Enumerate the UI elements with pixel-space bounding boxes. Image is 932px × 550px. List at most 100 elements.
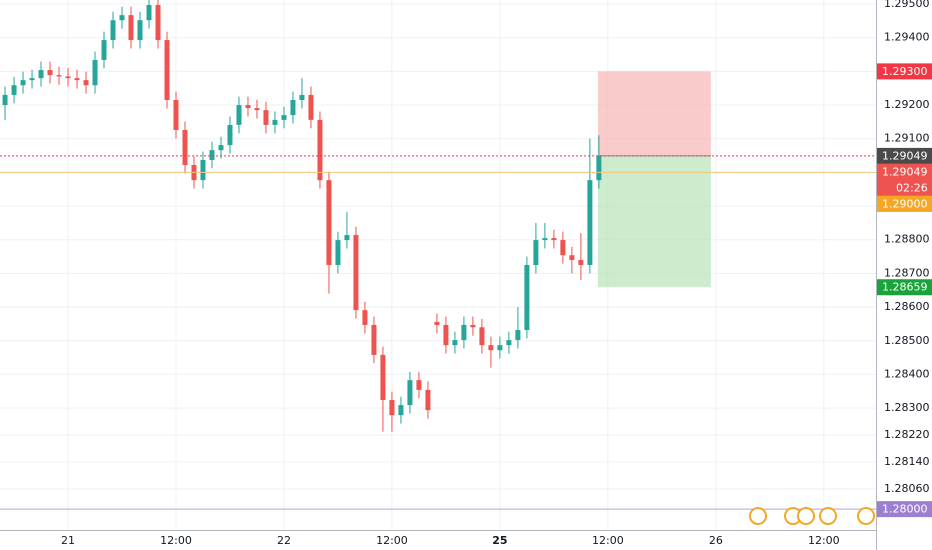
axis-layer: 21 12:00 22 12:00 25 12:00 26 12:00 1.29500 1.294… [61, 0, 932, 547]
x-tick-label: 12:00 [808, 534, 840, 547]
price-tag [877, 63, 932, 80]
plot [0, 0, 876, 510]
candle-body [47, 70, 53, 76]
candle-body [488, 345, 494, 351]
candle-body [443, 324, 449, 346]
candle-body [596, 155, 602, 181]
candle-body [272, 119, 278, 125]
position-loss [597, 155, 711, 288]
price-tag [877, 147, 932, 164]
candle-body [29, 78, 35, 81]
candle-body [380, 354, 386, 401]
candle-body [209, 150, 215, 160]
y-tick-label: 1.29400 [884, 31, 930, 44]
y-tick-label: 1.28300 [884, 401, 930, 414]
candle-body [569, 255, 575, 260]
price-tag-label: 1.29049 [882, 165, 928, 178]
candle-body [11, 85, 17, 95]
x-tick-label: 25 [492, 534, 507, 547]
candle-body [326, 180, 332, 265]
candle-body [236, 105, 242, 125]
candle-body [83, 80, 89, 86]
event-icon[interactable] [857, 507, 875, 525]
price-tag-countdown: 02:26 [896, 181, 928, 194]
candle-body [218, 145, 224, 151]
y-tick-label: 1.29500 [884, 0, 930, 10]
y-tick-label: 1.28140 [884, 455, 930, 468]
candle-body [227, 124, 233, 146]
grid [0, 0, 876, 530]
candle-body [38, 70, 44, 79]
candle-body [182, 129, 188, 165]
candle-body [542, 238, 548, 241]
candle-body [92, 59, 98, 86]
event-icons [749, 507, 875, 525]
candle-body [263, 110, 269, 125]
x-tick-label: 12:00 [160, 534, 192, 547]
candle-body [290, 100, 296, 116]
candle-body [551, 238, 557, 241]
price-tag-label: 1.28000 [882, 503, 928, 516]
candle-body [587, 180, 593, 265]
price-tag-label: 1.29049 [882, 149, 928, 162]
price-tag-label: 1.29000 [882, 197, 928, 210]
candle-body [308, 94, 314, 120]
candle-body [407, 380, 413, 406]
candle-body [146, 5, 152, 21]
x-tick-label: 12:00 [592, 534, 624, 547]
candle-body [110, 20, 116, 41]
candle-body [560, 240, 566, 256]
candle-body [299, 94, 305, 101]
candle-body [524, 265, 530, 330]
candle-body [335, 240, 341, 265]
candle-body [2, 94, 8, 106]
candle-body [20, 80, 26, 86]
y-tick-label: 1.28400 [884, 367, 930, 380]
candle-body [101, 40, 107, 60]
event-icon[interactable] [819, 507, 837, 525]
candle-body [515, 329, 521, 341]
candle-body [353, 235, 359, 311]
y-tick-label: 1.29100 [884, 132, 930, 145]
y-tick-label: 1.28500 [884, 334, 930, 347]
x-tick-label: 21 [61, 534, 75, 547]
candle-body [470, 324, 476, 328]
price-tag [877, 195, 932, 212]
candle-body [128, 15, 134, 41]
candle-body [425, 389, 431, 411]
candle-body [56, 75, 62, 77]
event-icon[interactable] [797, 507, 815, 525]
y-tick-label: 1.28060 [884, 482, 930, 495]
candle-body [254, 108, 260, 111]
position-profit [597, 71, 711, 156]
candle-body [65, 76, 71, 79]
candle-body [452, 340, 458, 346]
price-tag [877, 279, 932, 296]
candle-body [533, 240, 539, 265]
candle-body [281, 115, 287, 120]
candle-body [74, 78, 80, 81]
price-tag [877, 163, 932, 196]
candle-body [398, 405, 404, 416]
price-tag [877, 501, 932, 518]
candle-body [200, 159, 206, 181]
price-tag-label: 1.29300 [882, 65, 928, 78]
candle-body [137, 20, 143, 41]
candle-body [344, 235, 350, 241]
candle-body [389, 400, 395, 416]
candle-body [479, 327, 485, 346]
candle-body [497, 345, 503, 351]
candle-body [362, 310, 368, 325]
candle-body [164, 40, 170, 101]
candle-body [173, 100, 179, 130]
y-tick-label: 1.28600 [884, 300, 930, 313]
candle-body [317, 119, 323, 181]
candle-body [434, 321, 440, 325]
candle-body [461, 324, 467, 341]
candle-body [578, 259, 584, 265]
y-tick-label: 1.28700 [884, 266, 930, 279]
price-tag-label: 1.28659 [882, 281, 928, 294]
event-icon[interactable] [749, 507, 767, 525]
x-tick-label: 12:00 [376, 534, 408, 547]
